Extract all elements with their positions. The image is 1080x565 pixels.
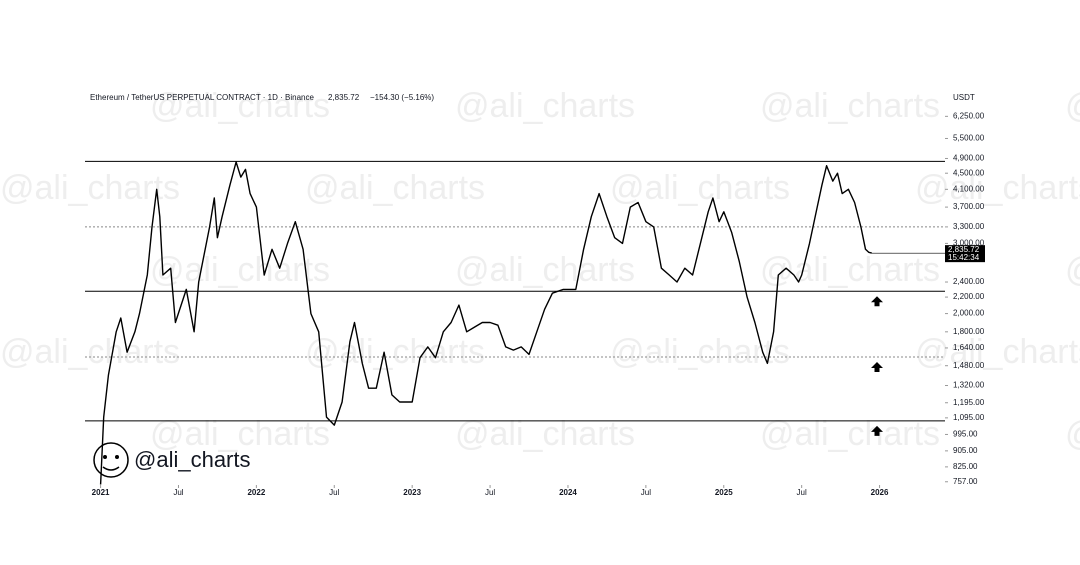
logo-eye	[103, 455, 107, 459]
price-tag-value: 2,835.72	[948, 245, 980, 254]
x-tick-label: Jul	[797, 488, 807, 497]
watermark-tile: @ali_charts	[1065, 415, 1080, 453]
y-tick-label: 825.00	[953, 462, 978, 471]
x-tick-label: Jul	[329, 488, 339, 497]
x-tick-label: Jul	[173, 488, 183, 497]
price-tag	[945, 245, 985, 263]
y-tick-label: 1,480.00	[953, 361, 985, 370]
x-tick-label: 2026	[871, 488, 889, 497]
y-tick-label: 2,200.00	[953, 292, 985, 301]
y-tick-label: 5,500.00	[953, 134, 985, 143]
y-tick-label: 757.00	[953, 477, 978, 486]
x-tick-label: 2021	[92, 488, 110, 497]
up-arrow	[871, 425, 883, 436]
logo-face	[93, 442, 129, 478]
price-tag-time: 15:42:34	[948, 253, 980, 262]
y-tick-label: 1,640.00	[953, 343, 985, 352]
y-tick-label: 1,195.00	[953, 398, 985, 407]
watermark-tile: @ali_charts	[760, 87, 940, 125]
chart-title: Ethereum / TetherUS PERPETUAL CONTRACT ·…	[90, 93, 314, 102]
logo-text: @ali_charts	[134, 447, 251, 472]
watermark-tile: @ali_charts	[610, 169, 790, 207]
up-arrow	[871, 296, 883, 307]
price-line	[99, 161, 872, 485]
watermark-tile: @ali_charts	[760, 251, 940, 289]
x-tick-label: Jul	[641, 488, 651, 497]
watermark-tile: @ali_charts	[455, 87, 635, 125]
x-tick-label: 2024	[559, 488, 577, 497]
watermark-tile: @ali_charts	[1065, 87, 1080, 125]
y-tick-label: 6,250.00	[953, 111, 985, 120]
x-tick-label: 2023	[403, 488, 421, 497]
unit-label: USDT	[953, 93, 975, 102]
logo	[93, 442, 129, 478]
watermark-tile: @ali_charts	[915, 169, 1080, 207]
y-tick-label: 905.00	[953, 446, 978, 455]
last-price: 2,835.72	[328, 93, 360, 102]
y-tick-label: 3,000.00	[953, 239, 985, 248]
up-arrow	[871, 362, 883, 373]
y-tick-label: 4,500.00	[953, 168, 985, 177]
watermark-tile: @ali_charts	[150, 251, 330, 289]
watermark-tile: @ali_charts	[915, 333, 1080, 371]
watermark-tile: @ali_charts	[0, 169, 180, 207]
watermark-tile: @ali_charts	[455, 251, 635, 289]
watermark-tile: @ali_charts	[150, 87, 330, 125]
y-tick-label: 2,000.00	[953, 309, 985, 318]
y-tick-label: 4,900.00	[953, 154, 985, 163]
y-tick-label: 4,100.00	[953, 184, 985, 193]
watermark-tile: @ali_charts	[0, 333, 180, 371]
y-tick-label: 1,095.00	[953, 413, 985, 422]
y-tick-label: 1,800.00	[953, 327, 985, 336]
y-tick-label: 995.00	[953, 430, 978, 439]
y-tick-label: 1,320.00	[953, 381, 985, 390]
watermark-tile: @ali_charts	[305, 169, 485, 207]
logo-eye	[115, 455, 119, 459]
y-tick-label: 3,700.00	[953, 202, 985, 211]
x-tick-label: Jul	[485, 488, 495, 497]
price-change: −154.30 (−5.16%)	[370, 93, 434, 102]
watermark-layer: @ali_charts @ali_charts @ali_charts @ali_ch…	[0, 87, 1080, 453]
watermark-tile: @ali_charts	[305, 333, 485, 371]
logo-mouth	[102, 466, 120, 471]
x-tick-label: 2022	[247, 488, 265, 497]
x-tick-label: 2025	[715, 488, 733, 497]
y-tick-label: 3,300.00	[953, 222, 985, 231]
y-tick-label: 2,400.00	[953, 277, 985, 286]
watermark-tile: @ali_charts	[1065, 251, 1080, 289]
